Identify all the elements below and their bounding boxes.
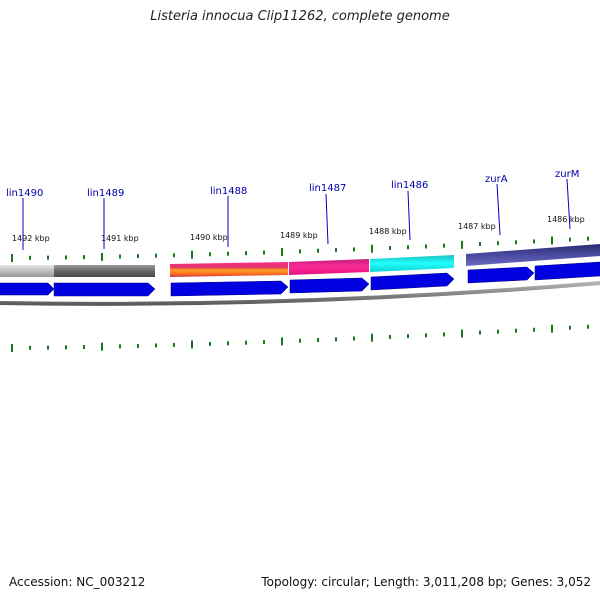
gene-labels bbox=[22, 178, 571, 250]
position-label: 1490 kbp bbox=[190, 233, 228, 242]
gene-label-zurM[interactable]: zurM bbox=[555, 169, 579, 180]
cds-track bbox=[0, 261, 600, 297]
feature-block-purple[interactable] bbox=[466, 244, 600, 266]
cds-arrow[interactable] bbox=[289, 277, 370, 294]
position-label: 1486 kbp bbox=[547, 215, 585, 224]
cds-arrow[interactable] bbox=[370, 272, 455, 291]
cds-arrow[interactable] bbox=[53, 282, 156, 297]
feature-block-multicolor[interactable] bbox=[170, 262, 288, 277]
feature-block-gray-light[interactable] bbox=[0, 265, 54, 277]
gene-label-text: lin1490 lin1489 lin1488 lin1487 lin1486 … bbox=[6, 169, 579, 199]
genome-backbone bbox=[0, 281, 600, 306]
gene-label-lin1490[interactable]: lin1490 bbox=[6, 188, 43, 199]
position-label: 1487 kbp bbox=[458, 222, 496, 231]
accession-text: Accession: NC_003212 bbox=[9, 575, 146, 589]
cds-arrow[interactable] bbox=[170, 280, 289, 297]
feature-block-magenta[interactable] bbox=[289, 259, 369, 275]
gene-label-lin1488[interactable]: lin1488 bbox=[210, 186, 247, 197]
cds-arrow[interactable] bbox=[534, 261, 600, 281]
gene-label-lin1487[interactable]: lin1487 bbox=[309, 183, 346, 194]
cds-arrow[interactable] bbox=[467, 266, 535, 284]
position-label: 1492 kbp bbox=[12, 234, 50, 243]
position-label: 1489 kbp bbox=[280, 231, 318, 240]
feature-block-gray-dark[interactable] bbox=[54, 265, 155, 277]
page-title: Listeria innocua Clip11262, complete gen… bbox=[150, 9, 450, 24]
upper-tick-ring bbox=[11, 236, 589, 262]
position-labels: 1492 kbp 1491 kbp 1490 kbp 1489 kbp 1488… bbox=[12, 215, 585, 243]
gene-label-lin1489[interactable]: lin1489 bbox=[87, 188, 124, 199]
gene-label-lin1486[interactable]: lin1486 bbox=[391, 180, 428, 191]
position-label: 1491 kbp bbox=[101, 234, 139, 243]
cds-arrow[interactable] bbox=[0, 282, 55, 296]
lower-tick-ring bbox=[11, 324, 589, 352]
position-label: 1488 kbp bbox=[369, 227, 407, 236]
genome-summary-text: Topology: circular; Length: 3,011,208 bp… bbox=[261, 575, 591, 589]
gene-label-zurA[interactable]: zurA bbox=[485, 174, 508, 185]
feature-block-cyan[interactable] bbox=[370, 255, 454, 272]
feature-track bbox=[0, 244, 600, 277]
